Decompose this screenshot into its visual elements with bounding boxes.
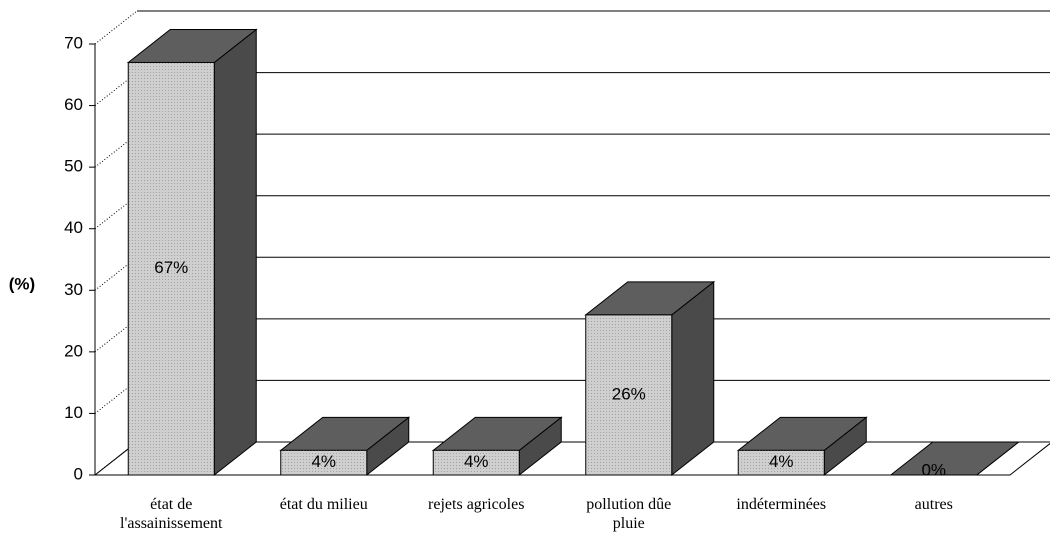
y-tick-label: 20 bbox=[64, 341, 83, 360]
side-grid-line bbox=[94, 10, 138, 45]
y-tick-label: 60 bbox=[64, 95, 83, 114]
bar-side bbox=[671, 280, 715, 477]
x-tick-label: état du milieu bbox=[279, 496, 368, 513]
bar-texture bbox=[128, 62, 215, 475]
bar-texture bbox=[585, 314, 672, 475]
y-tick-label: 50 bbox=[64, 157, 83, 176]
bar-top bbox=[889, 441, 1021, 476]
x-tick-label: état de l'assainissement bbox=[120, 496, 223, 532]
bar-texture bbox=[433, 450, 520, 475]
value-label: 4% bbox=[311, 452, 336, 471]
value-label: 67% bbox=[154, 258, 188, 277]
value-label: 0% bbox=[921, 460, 946, 479]
y-axis-label: (%) bbox=[9, 274, 35, 293]
value-label: 26% bbox=[612, 384, 646, 403]
value-label: 4% bbox=[769, 452, 794, 471]
x-tick-label: indéterminées bbox=[736, 496, 827, 513]
bar-side bbox=[213, 28, 257, 477]
x-tick-label: pollution dûe pluie bbox=[586, 496, 672, 532]
value-label: 4% bbox=[464, 452, 489, 471]
x-tick-label: autres bbox=[914, 496, 953, 513]
bar-texture bbox=[280, 450, 367, 475]
y-tick-label: 40 bbox=[64, 218, 83, 237]
y-tick-label: 70 bbox=[64, 33, 83, 52]
y-tick-label: 10 bbox=[64, 403, 83, 422]
x-tick-label: rejets agricoles bbox=[428, 496, 525, 513]
y-tick-label: 0 bbox=[74, 464, 83, 483]
bar-texture bbox=[738, 450, 825, 475]
y-tick-label: 30 bbox=[64, 280, 83, 299]
